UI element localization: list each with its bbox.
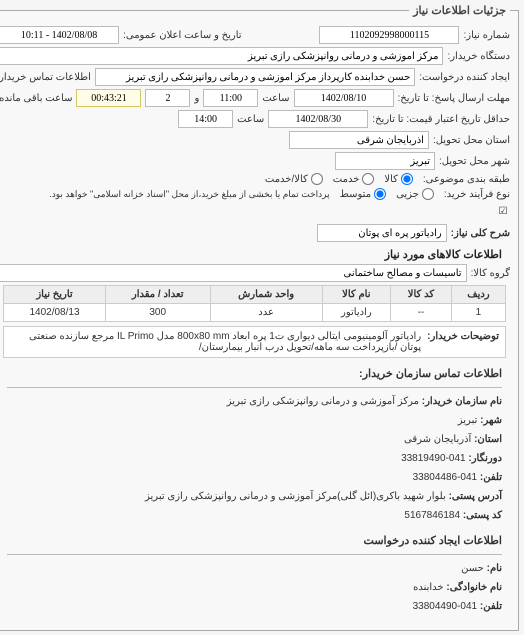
buyer-org-label: دستگاه خریدار: — [448, 51, 511, 62]
c-fname: حسن — [462, 563, 485, 574]
table-row[interactable]: 1 -- رادیاتور عدد 300 1402/08/13 — [5, 304, 507, 322]
c-addr: بلوار شهید باکری(ائل گلی)مرکز آموزشی و د… — [146, 491, 447, 502]
need-no-label: شماره نیاز: — [464, 30, 511, 41]
contact-box: اطلاعات تماس سازمان خریدار: نام سازمان خ… — [8, 364, 503, 616]
type-goods-input[interactable] — [402, 173, 414, 185]
items-header: اطلاعات کالاهای مورد نیاز — [8, 248, 503, 261]
th-3: واحد شمارش — [211, 286, 323, 304]
proc-small-radio[interactable]: جزیی — [397, 188, 435, 200]
c-zip-label: کد پستی: — [464, 510, 503, 521]
deadline-send-date[interactable] — [295, 89, 395, 107]
th-1: کد کالا — [392, 286, 453, 304]
creator-contact-header: اطلاعات ایجاد کننده درخواست — [8, 531, 503, 555]
th-4: تعداد / مقدار — [106, 286, 211, 304]
c-org: مرکز آموزشی و درمانی روانپزشکی رازی تبری… — [228, 396, 420, 407]
remain-days — [146, 89, 191, 107]
td-3: عدد — [211, 304, 323, 322]
th-5: تاریخ نیاز — [5, 286, 107, 304]
valid-time[interactable] — [179, 110, 234, 128]
c-province-label: استان: — [475, 434, 503, 445]
type-service-text: خدمت — [334, 174, 361, 185]
remain-after: ساعت باقی مانده — [0, 93, 73, 104]
contact-header: اطلاعات تماس سازمان خریدار: — [8, 364, 503, 388]
description-box: توضیحات خریدار: رادیاتور آلومینیومی ایتا… — [4, 326, 507, 358]
proc-medium-radio[interactable]: متوسط — [341, 188, 387, 200]
creator-label: ایجاد کننده درخواست: — [420, 72, 511, 83]
td-0: 1 — [452, 304, 506, 322]
c-org-label: نام سازمان خریدار: — [423, 396, 503, 407]
creator-input[interactable] — [96, 68, 416, 86]
type-both-radio[interactable]: کالا/خدمت — [266, 173, 324, 185]
remain-time — [77, 89, 142, 107]
valid-time-label: ساعت — [238, 114, 265, 125]
td-5: 1402/08/13 — [5, 304, 107, 322]
check-icon: ☑ — [497, 204, 511, 218]
td-4: 300 — [106, 304, 211, 322]
valid-date[interactable] — [269, 110, 369, 128]
c-province: آذربایجان شرقی — [405, 434, 472, 445]
table-header-row: ردیف کد کالا نام کالا واحد شمارش تعداد /… — [5, 286, 507, 304]
group-input[interactable] — [0, 264, 468, 282]
type-both-input[interactable] — [312, 173, 324, 185]
proc-medium-input[interactable] — [375, 188, 387, 200]
proc-label: نوع فرآیند خرید: — [445, 189, 511, 200]
province-input[interactable] — [290, 131, 430, 149]
c-phone-label: تلفن: — [481, 472, 503, 483]
type-service-radio[interactable]: خدمت — [334, 173, 376, 185]
c-city: تبریز — [459, 415, 479, 426]
type-both-text: کالا/خدمت — [266, 174, 309, 185]
type-goods-text: کالا — [385, 174, 399, 185]
proc-note: پرداخت تمام یا بخشی از مبلغ خرید،از محل … — [50, 189, 330, 200]
city-label: شهر محل تحویل: — [440, 156, 511, 167]
desc-text: رادیاتور آلومینیومی ایتالی دیواری ت1 پره… — [11, 331, 422, 353]
need-no-input[interactable] — [320, 26, 460, 44]
c-fax-label: دورنگار: — [469, 453, 503, 464]
type-service-input[interactable] — [363, 173, 375, 185]
td-1: -- — [392, 304, 453, 322]
c-fax: 041-33819490 — [402, 453, 467, 464]
city-input[interactable] — [336, 152, 436, 170]
c-lname-label: نام خانوادگی: — [447, 582, 503, 593]
th-0: ردیف — [452, 286, 506, 304]
c-lname: خدابنده — [414, 582, 445, 593]
desc-label: توضیحات خریدار: — [428, 331, 500, 353]
buyer-org-input[interactable] — [0, 47, 444, 65]
title-label: شرح کلی نیاز: — [452, 228, 511, 239]
remain-and: و — [195, 93, 200, 104]
type-label: طبقه بندی موضوعی: — [424, 174, 511, 185]
buyer-contact-label: اطلاعات تماس خریدار — [0, 72, 92, 83]
province-label: استان محل تحویل: — [434, 135, 511, 146]
proc-small-input[interactable] — [423, 188, 435, 200]
deadline-send-time-label: ساعت — [263, 93, 290, 104]
c-zip: 5167846184 — [405, 510, 461, 521]
td-2: رادیاتور — [323, 304, 391, 322]
announce-input[interactable] — [0, 26, 120, 44]
deadline-send-time[interactable] — [204, 89, 259, 107]
th-2: نام کالا — [323, 286, 391, 304]
proc-small-text: جزیی — [397, 189, 420, 200]
c-addr-label: آدرس پستی: — [450, 491, 503, 502]
need-details-panel: جزئیات اطلاعات نیاز شماره نیاز: تاریخ و … — [0, 4, 520, 631]
items-table: ردیف کد کالا نام کالا واحد شمارش تعداد /… — [4, 285, 507, 322]
c-fname-label: نام: — [488, 563, 503, 574]
c-cphone-label: تلفن: — [481, 601, 503, 612]
c-cphone: 041-33804490 — [414, 601, 479, 612]
proc-medium-text: متوسط — [341, 189, 372, 200]
title-input[interactable] — [318, 224, 448, 242]
group-label: گروه کالا: — [472, 268, 511, 279]
deadline-send-label: مهلت ارسال پاسخ: تا تاریخ: — [399, 93, 511, 104]
c-phone: 041-33804486 — [414, 472, 479, 483]
note-row: ☑ — [0, 204, 511, 218]
valid-label: حداقل تاریخ اعتبار قیمت: تا تاریخ: — [373, 114, 511, 125]
type-goods-radio[interactable]: کالا — [385, 173, 414, 185]
announce-label: تاریخ و ساعت اعلان عمومی: — [124, 30, 243, 41]
c-city-label: شهر: — [481, 415, 503, 426]
panel-legend: جزئیات اطلاعات نیاز — [410, 4, 511, 17]
